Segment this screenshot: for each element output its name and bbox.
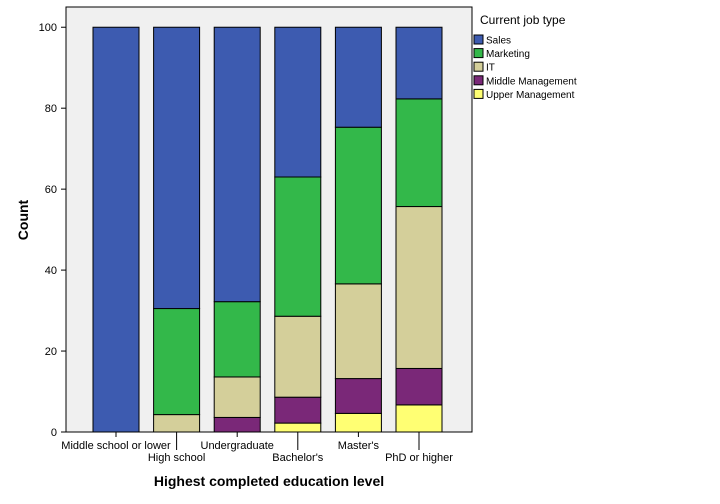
- x-tick-label: Middle school or lower: [61, 440, 171, 452]
- legend: Current job type Sales Marketing IT Middle …: [473, 13, 577, 101]
- x-tick-label: Bachelor's: [272, 452, 324, 464]
- bar-segment: [334, 26, 382, 128]
- legend-label: Marketing: [486, 49, 530, 60]
- bar-segment: [274, 315, 322, 398]
- bar-segment: [395, 206, 443, 369]
- y-tick-label: 0: [51, 427, 57, 439]
- bar-segment: [213, 26, 261, 303]
- bar-segment: [274, 176, 322, 317]
- x-tick-label: Undergraduate: [201, 440, 274, 452]
- y-tick-label: 100: [39, 22, 57, 34]
- y-tick-label: 20: [45, 346, 57, 358]
- bar-segment: [395, 26, 443, 100]
- legend-label: IT: [486, 63, 495, 74]
- bar-segment: [334, 283, 382, 380]
- legend-label: Upper Management: [486, 90, 575, 101]
- x-tick-label: Master's: [338, 440, 380, 452]
- bar-segment: [153, 26, 201, 310]
- legend-swatch: [473, 61, 484, 72]
- bar-segment: [395, 404, 443, 433]
- bar-segment: [213, 376, 261, 418]
- y-tick-label: 60: [45, 184, 57, 196]
- legend-swatch: [473, 88, 484, 99]
- legend-swatch: [473, 75, 484, 86]
- x-tick-label: High school: [148, 452, 205, 464]
- bar-segment: [213, 301, 261, 378]
- bar-segment: [274, 422, 322, 433]
- bar-segment: [153, 414, 201, 433]
- bar-segment: [274, 26, 322, 178]
- bar-segment: [274, 396, 322, 424]
- legend-swatch: [473, 34, 484, 45]
- legend-label: Middle Management: [486, 76, 577, 87]
- x-axis-title: Highest completed education level: [154, 473, 384, 489]
- y-tick-label: 80: [45, 103, 57, 115]
- legend-swatch: [473, 48, 484, 59]
- y-tick-label: 40: [45, 265, 57, 277]
- bar-segment: [153, 308, 201, 416]
- y-axis-title: Count: [15, 199, 31, 240]
- bars-group: [92, 26, 443, 433]
- bar-segment: [92, 26, 140, 433]
- bar-segment: [334, 378, 382, 414]
- bar-segment: [334, 126, 382, 285]
- x-tick-label: PhD or higher: [385, 452, 453, 464]
- legend-label: Sales: [486, 36, 511, 47]
- bar-segment: [334, 412, 382, 433]
- legend-title: Current job type: [480, 13, 566, 27]
- bar-segment: [395, 98, 443, 208]
- bar-segment: [213, 416, 261, 433]
- bar-segment: [395, 367, 443, 406]
- y-axis: 0 20 40 60 80 100: [39, 22, 66, 439]
